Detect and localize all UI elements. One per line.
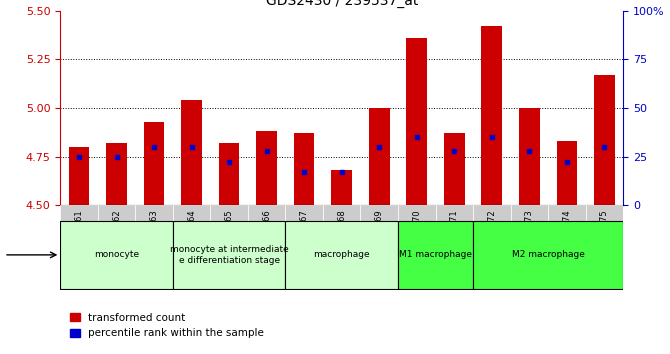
Text: monocyte at intermediate
e differentiation stage: monocyte at intermediate e differentiati… [170,245,289,264]
Title: GDS2430 / 239537_at: GDS2430 / 239537_at [265,0,418,8]
Bar [519,108,539,205]
Text: macrophage: macrophage [314,250,370,259]
Bar [557,141,577,205]
FancyBboxPatch shape [173,205,210,287]
FancyBboxPatch shape [473,205,511,287]
Text: GSM115065: GSM115065 [224,209,234,260]
Bar [369,108,389,205]
Text: M1 macrophage: M1 macrophage [399,250,472,259]
FancyBboxPatch shape [473,221,623,289]
FancyBboxPatch shape [285,205,323,287]
Bar [257,131,277,205]
FancyBboxPatch shape [548,205,586,287]
FancyBboxPatch shape [586,205,623,287]
Bar [294,133,314,205]
Text: GSM115071: GSM115071 [450,209,459,260]
FancyBboxPatch shape [248,205,285,287]
Text: GSM115075: GSM115075 [600,209,609,260]
FancyBboxPatch shape [285,221,398,289]
Text: monocyte: monocyte [94,250,139,259]
Text: GSM115064: GSM115064 [187,209,196,260]
FancyBboxPatch shape [436,205,473,287]
Text: GSM115066: GSM115066 [262,209,271,260]
Bar [407,38,427,205]
Bar [107,143,127,205]
Text: GSM115061: GSM115061 [74,209,84,260]
FancyBboxPatch shape [398,221,473,289]
Bar [332,170,352,205]
Text: GSM115068: GSM115068 [337,209,346,260]
Text: GSM115073: GSM115073 [525,209,534,260]
Bar [219,143,239,205]
Text: GSM115067: GSM115067 [299,209,309,260]
FancyBboxPatch shape [60,205,98,287]
Legend: transformed count, percentile rank within the sample: transformed count, percentile rank withi… [66,309,269,342]
Text: GSM115074: GSM115074 [562,209,572,260]
Text: GSM115063: GSM115063 [149,209,159,260]
Bar [182,100,202,205]
Text: GSM115070: GSM115070 [412,209,421,260]
FancyBboxPatch shape [511,205,548,287]
Text: GSM115062: GSM115062 [112,209,121,260]
Bar [144,122,164,205]
Text: M2 macrophage: M2 macrophage [512,250,584,259]
Bar [482,26,502,205]
FancyBboxPatch shape [135,205,173,287]
Bar [69,147,89,205]
Text: GSM115072: GSM115072 [487,209,496,260]
FancyBboxPatch shape [210,205,248,287]
Bar [594,75,614,205]
FancyBboxPatch shape [173,221,285,289]
FancyBboxPatch shape [98,205,135,287]
FancyBboxPatch shape [60,221,173,289]
FancyBboxPatch shape [360,205,398,287]
FancyBboxPatch shape [323,205,360,287]
Bar [444,133,464,205]
Text: GSM115069: GSM115069 [375,209,384,260]
FancyBboxPatch shape [398,205,436,287]
